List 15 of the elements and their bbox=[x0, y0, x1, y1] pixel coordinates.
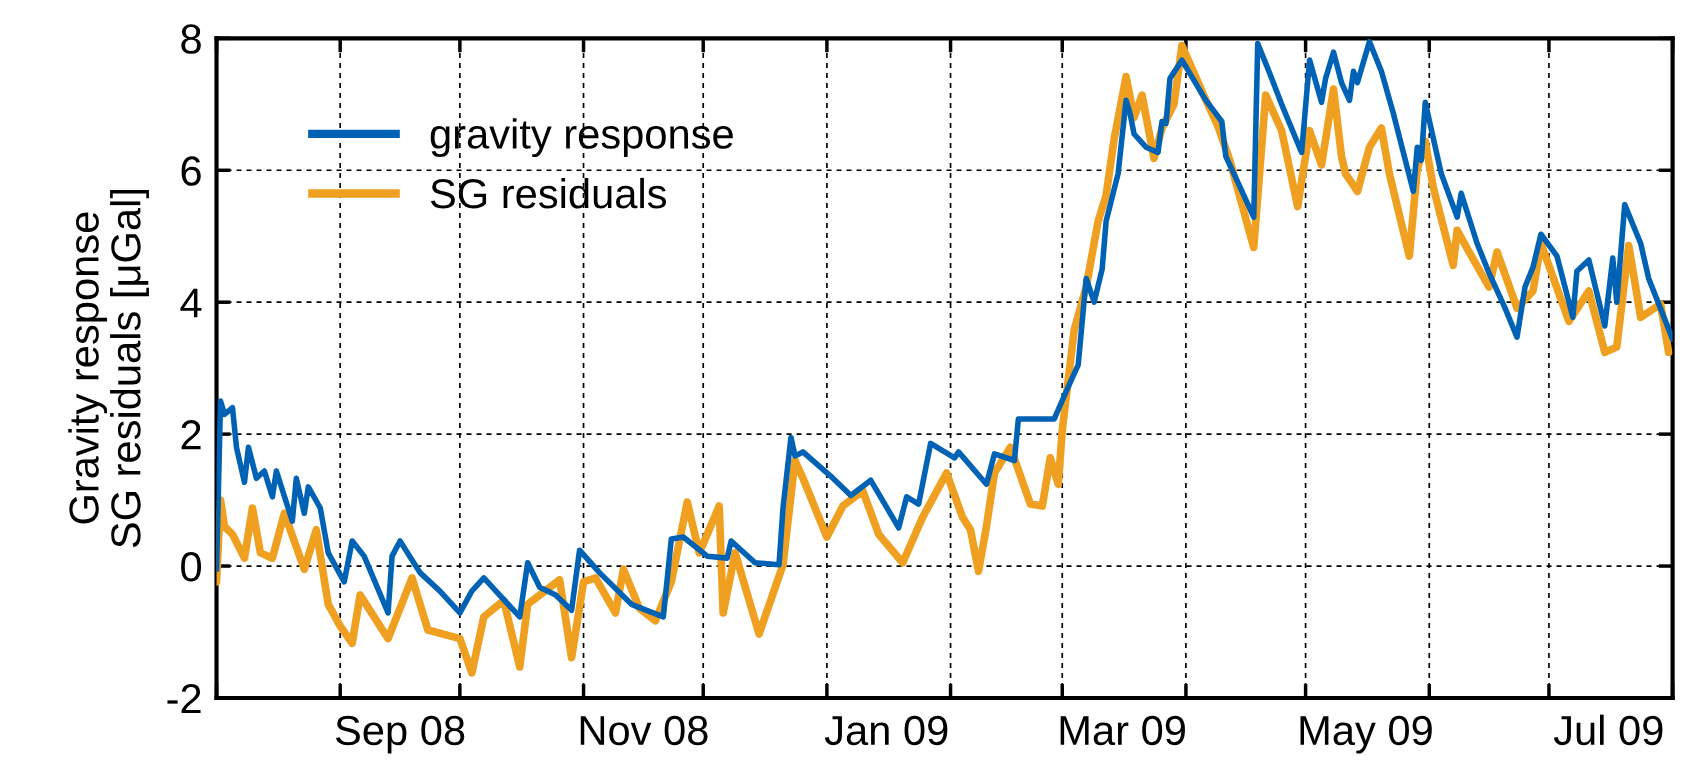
x-tick-label: Mar 09 bbox=[1060, 715, 1185, 746]
y-tick-label: 2 bbox=[181, 420, 201, 450]
x-tick-label: Jan 09 bbox=[824, 715, 948, 746]
y-tick-label: 6 bbox=[181, 156, 201, 186]
y-tick-label: 8 bbox=[181, 24, 201, 54]
y-tick-label: 0 bbox=[181, 552, 202, 582]
y-axis-title: Gravity response SG residuals [μGal] bbox=[68, 190, 149, 548]
y-tick-label: 4 bbox=[180, 288, 202, 318]
x-tick-label: Nov 08 bbox=[580, 715, 708, 746]
x-tick-label: Sep 08 bbox=[335, 715, 465, 754]
x-tick-label: May 09 bbox=[1300, 715, 1432, 754]
legend-label: SG residuals bbox=[430, 177, 667, 209]
legend-label: gravity response bbox=[430, 118, 733, 158]
x-tick-label: Jul 09 bbox=[1553, 714, 1663, 746]
y-tick-label: -2 bbox=[167, 683, 201, 714]
